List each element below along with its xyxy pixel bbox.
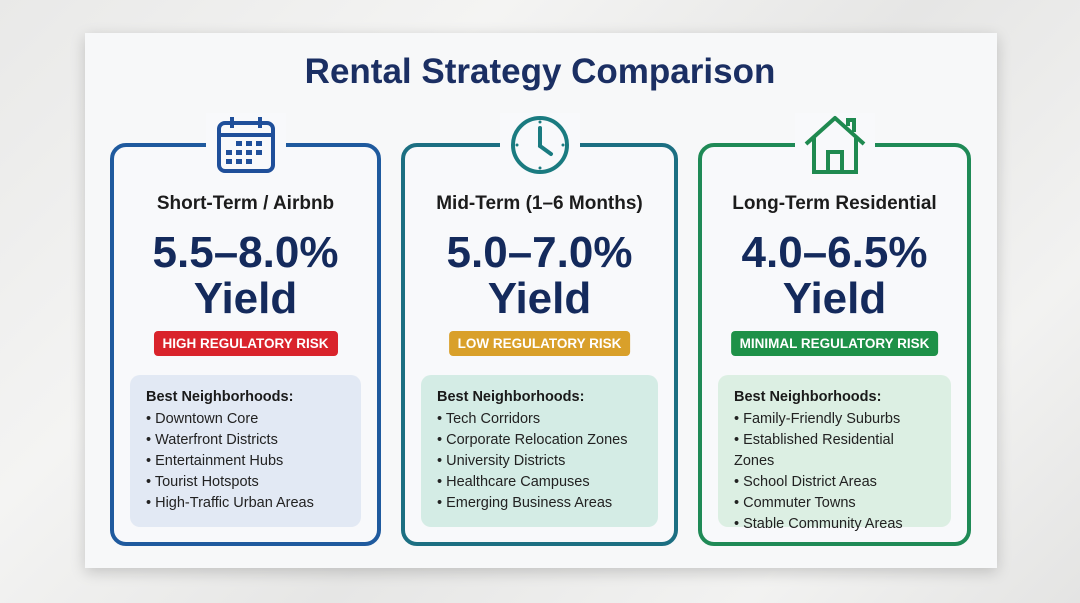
list-item: Tech Corridors	[437, 409, 642, 430]
risk-badge: HIGH REGULATORY RISK	[153, 331, 338, 356]
list-item: University Districts	[437, 451, 642, 472]
card-title: Short-Term / Airbnb	[156, 193, 335, 214]
list-item: Downtown Core	[146, 409, 345, 430]
list-item: Corporate Relocation Zones	[437, 430, 642, 451]
risk-badge: MINIMAL REGULATORY RISK	[730, 331, 939, 356]
yield-value: 5.5–8.0% Yield	[114, 230, 377, 322]
card-title: Long-Term Residential	[732, 193, 937, 214]
list-item: Healthcare Campuses	[437, 472, 642, 493]
yield-range: 5.5–8.0%	[152, 228, 339, 277]
yield-range: 5.0–7.0%	[446, 228, 633, 277]
calendar-icon	[205, 113, 286, 177]
list-item: High-Traffic Urban Areas	[146, 493, 345, 514]
list-item: Entertainment Hubs	[146, 451, 345, 472]
risk-badge: LOW REGULATORY RISK	[448, 331, 631, 356]
list-item: Family-Friendly Suburbs	[734, 409, 935, 430]
neighborhoods-heading: Best Neighborhoods:	[734, 389, 882, 405]
neighborhoods-heading: Best Neighborhoods:	[146, 389, 294, 405]
card-title: Mid-Term (1–6 Months)	[436, 193, 643, 214]
list-item: School District Areas	[734, 472, 935, 493]
list-item: Stable Community Areas	[734, 514, 935, 535]
card-short-term: Short-Term / Airbnb 5.5–8.0% Yield HIGH R…	[110, 113, 381, 546]
list-item: Established Residential Zones	[734, 430, 935, 472]
yield-label: Yield	[782, 274, 887, 323]
clock-icon	[499, 113, 580, 177]
list-item: Commuter Towns	[734, 493, 935, 514]
page-title: Rental Strategy Comparison	[304, 52, 776, 91]
list-item: Waterfront Districts	[146, 430, 345, 451]
neighborhoods-box: Best Neighborhoods: Family-Friendly Subu…	[718, 375, 951, 532]
yield-value: 4.0–6.5% Yield	[702, 230, 967, 322]
yield-label: Yield	[487, 274, 592, 323]
card-long-term: Long-Term Residential 4.0–6.5% Yield MINI…	[698, 113, 971, 546]
neighborhoods-box: Best Neighborhoods: Tech CorridorsCorpor…	[421, 375, 658, 527]
yield-range: 4.0–6.5%	[741, 228, 928, 277]
house-icon	[794, 113, 875, 177]
neighborhoods-heading: Best Neighborhoods:	[437, 389, 585, 405]
list-item: Tourist Hotspots	[146, 472, 345, 493]
yield-label: Yield	[193, 274, 298, 323]
card-mid-term: Mid-Term (1–6 Months) 5.0–7.0% Yield LOW …	[401, 113, 678, 546]
yield-value: 5.0–7.0% Yield	[405, 230, 674, 322]
neighborhoods-box: Best Neighborhoods: Downtown CoreWaterfr…	[130, 375, 361, 527]
list-item: Emerging Business Areas	[437, 493, 642, 514]
